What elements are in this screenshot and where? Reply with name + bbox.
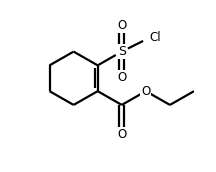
Text: S: S bbox=[118, 45, 126, 58]
Text: O: O bbox=[117, 71, 126, 84]
Text: Cl: Cl bbox=[149, 31, 161, 44]
Text: O: O bbox=[117, 19, 126, 32]
Text: O: O bbox=[117, 128, 126, 141]
Text: O: O bbox=[141, 85, 151, 98]
